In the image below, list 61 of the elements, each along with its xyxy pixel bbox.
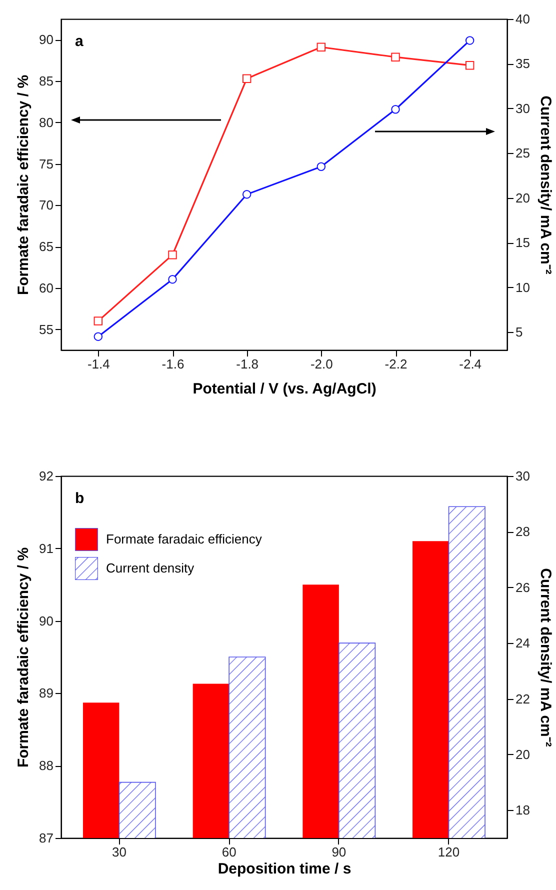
y2-tick-label: 20 [516, 746, 530, 762]
x-tick-label: -1.6 [162, 356, 184, 372]
y2-tick-label: 18 [516, 802, 530, 818]
point [465, 60, 474, 70]
x-tick-label: 30 [112, 844, 126, 860]
y2-axis-title: Current density/ mA cm⁻² [536, 568, 554, 747]
x-tick-label: -2.2 [384, 356, 408, 372]
point [168, 274, 177, 284]
y2-tick-label: 5 [516, 324, 523, 340]
y-tick-label: 92 [39, 468, 54, 484]
y-tick-label: 65 [39, 239, 54, 254]
y2-tick-label: 26 [516, 580, 530, 595]
y-tick-label: 91 [39, 540, 54, 556]
y-tick-label: 80 [39, 114, 54, 130]
y2-axis-title: Current density/ mA cm⁻² [536, 96, 554, 274]
x-tick-label: 60 [222, 844, 236, 860]
legend-label: Current density [106, 560, 195, 576]
point [391, 52, 400, 62]
point [94, 332, 103, 341]
x-tick-label: -1.4 [87, 356, 110, 372]
x-tick-label: -2.4 [459, 356, 482, 372]
point [316, 162, 326, 171]
point [465, 36, 474, 45]
y2-tick-label: 15 [516, 235, 530, 250]
x-axis-title: Deposition time / s [218, 860, 352, 878]
y2-tick-label: 10 [516, 280, 530, 295]
y-tick-label: 55 [39, 322, 54, 337]
y-tick-label: 90 [39, 613, 54, 628]
point [316, 42, 326, 52]
y2-tick-label: 40 [516, 12, 530, 26]
y2-tick-label: 24 [516, 636, 530, 651]
x-axis-title: Potential / V (vs. Ag/AgCl) [192, 380, 376, 398]
y2-tick-label: 22 [516, 691, 530, 706]
x-tick-label: -1.8 [236, 356, 259, 372]
y-tick-label: 75 [39, 156, 54, 172]
y2-tick-label: 30 [516, 100, 530, 116]
y-axis-title: Formate faradaic efficiency / % [15, 547, 32, 768]
x-tick-label: 120 [438, 844, 460, 860]
y-tick-label: 89 [39, 686, 54, 701]
point [242, 190, 252, 199]
legend-label: Formate faradaic efficiency [106, 532, 262, 546]
x-tick-label: 90 [332, 844, 346, 860]
y-tick-label: 87 [39, 830, 54, 846]
y2-tick-label: 28 [516, 524, 530, 540]
y-tick-label: 88 [39, 758, 54, 774]
y-tick-label: 60 [39, 280, 54, 296]
y-axis-title: Formate faradaic efficiency / % [15, 74, 32, 296]
y-tick-label: 85 [39, 74, 54, 89]
y2-tick-label: 35 [516, 56, 530, 72]
y-tick-label: 70 [39, 198, 54, 213]
y2-tick-label: 30 [516, 468, 530, 484]
point [242, 74, 252, 83]
annotation: a [75, 33, 84, 50]
annotation: b [75, 490, 84, 507]
point [168, 250, 177, 260]
y2-tick-label: 25 [516, 146, 530, 161]
y2-tick-label: 20 [516, 190, 530, 206]
point [94, 316, 103, 326]
x-tick-label: -2.0 [310, 356, 333, 372]
point [391, 104, 400, 114]
y-tick-label: 90 [39, 32, 54, 48]
